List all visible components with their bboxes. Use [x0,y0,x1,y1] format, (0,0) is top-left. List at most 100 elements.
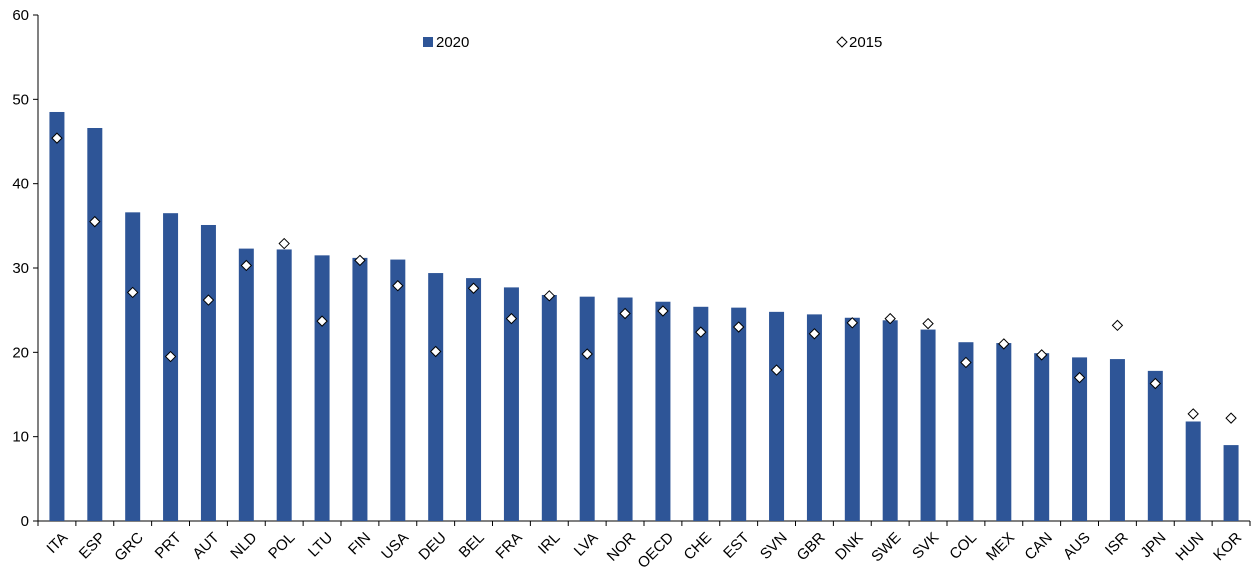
bar-2020 [390,259,406,521]
marker-2015 [505,312,518,325]
x-tick-label: IRL [535,529,564,558]
marker-2015 [619,307,631,320]
bar-2020 [87,128,103,522]
x-tick-label: GRC [111,529,147,565]
y-tick-label: 50 [12,91,29,108]
marker-2015 [429,345,442,358]
x-tick-label: MEX [983,529,1018,564]
bar-2020 [844,317,860,521]
bar-2020 [49,111,65,521]
x-tick-label: POL [265,529,298,562]
bar-2020 [541,294,557,521]
x-tick-label: GBR [794,529,829,564]
x-tick-label: BEL [456,529,488,561]
marker-2015 [51,132,63,144]
bar-2020 [314,255,330,521]
marker-2015 [770,364,783,376]
bar-2020 [996,343,1012,521]
x-tick-label: AUT [189,529,222,562]
marker-2015 [1035,349,1048,361]
bars-2020 [49,111,1239,522]
marker-2015 [126,286,139,299]
marker-2015 [89,215,101,228]
bar-2020 [503,287,519,521]
marker-2015 [998,338,1010,350]
marker-2015 [1149,377,1162,390]
marker-2015 [884,312,896,325]
x-tick-label: FIN [345,529,374,558]
bar-2020 [693,306,709,521]
x-tick-label: EST [720,529,753,562]
x-tick-label: LVA [571,529,602,560]
x-tick-label: LTU [305,529,336,560]
x-tick-label: CHE [681,529,715,563]
marker-2015 [1225,412,1237,424]
y-tick-label: 30 [12,260,29,277]
marker-2015 [202,294,215,306]
x-tick-label: AUS [1060,529,1094,563]
bar-2020 [920,329,936,521]
marker-2015 [1073,371,1086,384]
bar-2020 [769,311,785,521]
x-tick-label: CAN [1021,529,1055,563]
bar-2020 [806,314,822,521]
bar-2020 [352,257,368,521]
x-tick-label: ISR [1102,529,1132,559]
legend: 2020 2015 [423,34,882,51]
x-tick-label: OECD [634,529,677,571]
x-tick-label: DEU [415,529,449,563]
marker-2015 [846,317,859,329]
x-tick-label: ESP [76,529,109,562]
bar-2020 [1109,359,1125,521]
bar-2020 [1034,353,1050,521]
x-tick-label: DNK [832,529,866,563]
bar-2020 [579,296,595,521]
bar-2020 [428,273,444,521]
marker-2015 [316,315,328,327]
y-tick-label: 40 [12,176,29,193]
bar-2020 [466,278,482,521]
marker-2015 [960,356,972,369]
marker-2015 [922,317,934,330]
x-tick-label: USA [378,529,412,563]
x-tick-label: SVK [909,529,942,562]
legend-label-2015: 2015 [849,34,882,51]
x-tick-label: HUN [1172,529,1207,564]
marker-2015 [732,321,745,333]
bar-2020 [200,224,216,522]
marker-2015 [240,259,253,272]
x-tick-label: KOR [1210,529,1245,564]
marker-2015 [278,237,290,250]
y-axis: 0 10 20 30 40 50 60 [12,7,39,530]
bar-2020 [617,297,633,521]
x-tick-label: COL [946,529,980,563]
y-tick-label: 0 [21,513,29,530]
bar-2020 [276,249,292,522]
bar-2020 [731,307,747,521]
marker-2015 [467,282,480,294]
y-tick-label: 10 [12,429,29,446]
bar-2020 [882,320,898,521]
marker-2015 [695,326,707,338]
x-tick-label: JPN [1137,529,1169,561]
y-tick-label: 60 [12,7,29,24]
marker-2015 [808,328,821,340]
marker-2015 [164,350,177,363]
bar-2020 [125,212,141,521]
x-tick-label: FRA [492,529,525,562]
marker-2015 [543,290,556,302]
marker-2015 [354,254,366,267]
marker-2015 [657,305,669,317]
marker-2015 [581,348,593,360]
x-axis: ITA ESP GRC PRT AUT NLD POL LTU FIN USA DEU BEL FRA I… [37,520,1251,571]
legend-label-2020: 2020 [436,34,469,51]
x-tick-label: SWE [868,529,904,565]
bar-2020 [655,301,671,521]
bar-2020 [238,248,254,521]
x-tick-label: SVN [757,529,791,563]
marker-2015 [1111,319,1124,332]
bar-2020 [958,342,974,521]
marker-2015 [392,280,404,292]
bar-2020 [1185,421,1201,521]
